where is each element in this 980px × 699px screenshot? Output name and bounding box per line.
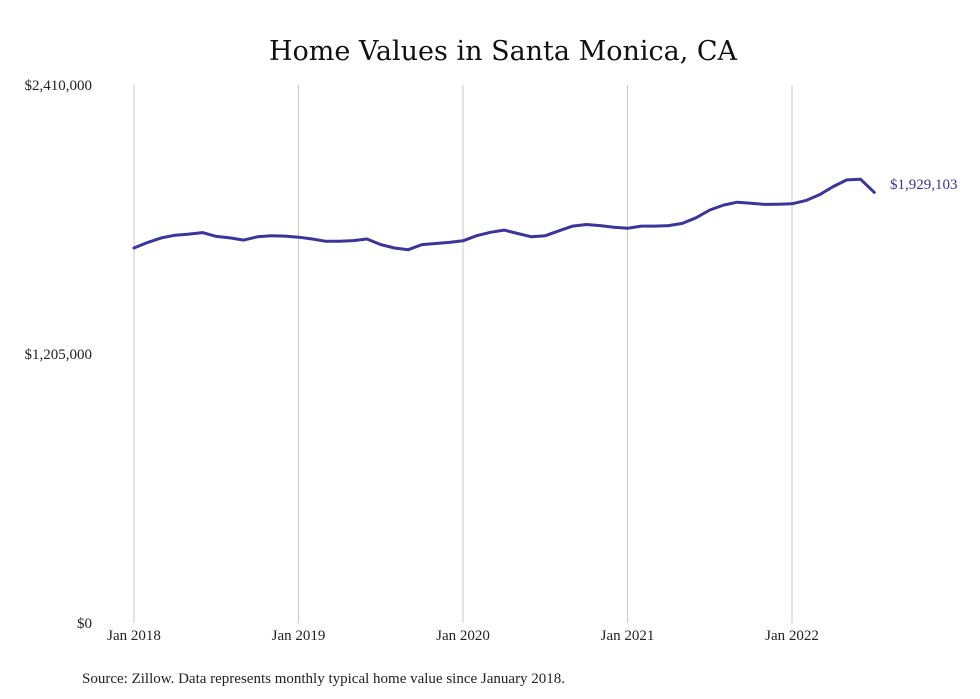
grid-layer: [133, 85, 793, 623]
source-note: Source: Zillow. Data represents monthly …: [82, 671, 565, 687]
series-line: [132, 177, 876, 252]
y-tick-label: $2,410,000: [25, 78, 93, 94]
x-tick-label: Jan 2021: [601, 628, 655, 644]
x-tick-labels: Jan 2018 Jan 2019 Jan 2020 Jan 2021 Jan 2022: [107, 628, 819, 644]
y-tick-labels: $0 $1,205,000 $2,410,000: [25, 78, 93, 632]
x-tick-label: Jan 2019: [272, 628, 326, 644]
y-tick-label: $1,205,000: [25, 347, 93, 363]
end-value-label: $1,929,103: [890, 177, 958, 193]
chart-title: Home Values in Santa Monica, CA: [269, 36, 738, 67]
x-tick-label: Jan 2022: [765, 628, 819, 644]
x-tick-label: Jan 2018: [107, 628, 161, 644]
x-tick-label: Jan 2020: [436, 628, 490, 644]
y-tick-label: $0: [77, 616, 92, 632]
